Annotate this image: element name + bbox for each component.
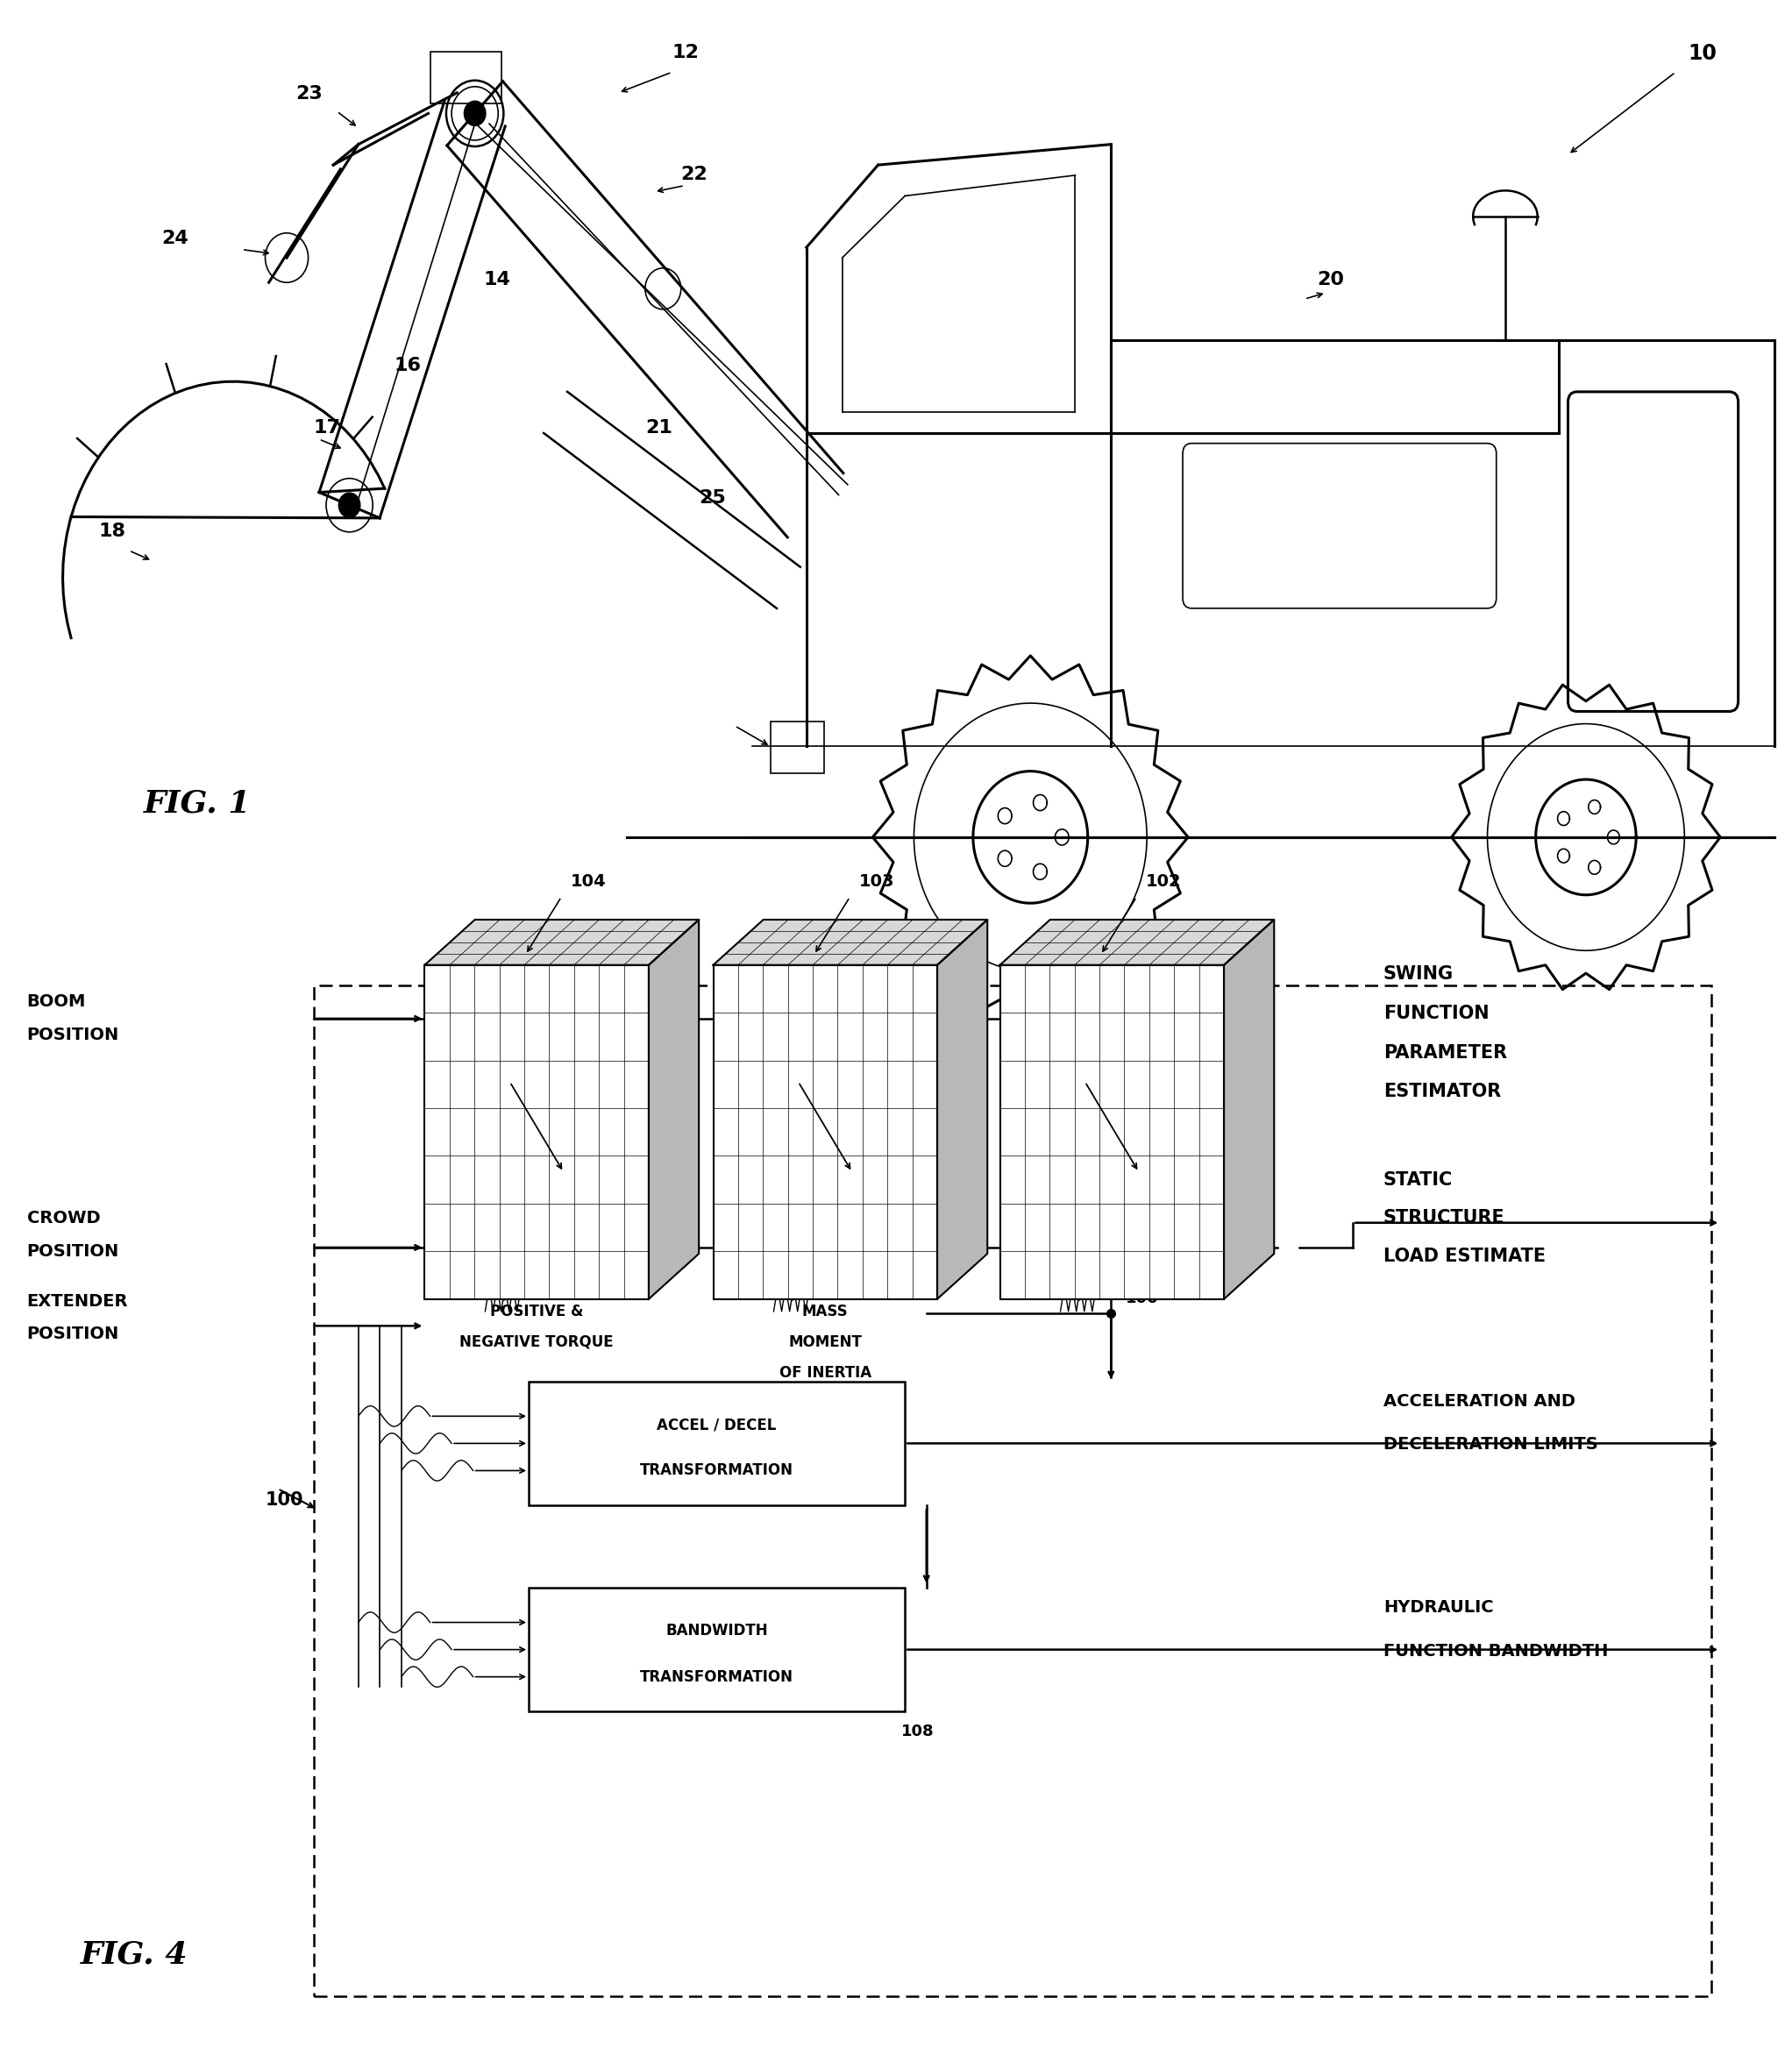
Polygon shape	[425, 920, 699, 965]
Bar	[713, 965, 937, 1299]
Text: TRANSFORMATION: TRANSFORMATION	[640, 1668, 794, 1685]
Text: MASS: MASS	[803, 1303, 848, 1320]
Text: FUNCTION BANDWIDTH: FUNCTION BANDWIDTH	[1383, 1643, 1607, 1660]
Polygon shape	[649, 920, 699, 1299]
Text: FUNCTION: FUNCTION	[1383, 1004, 1489, 1023]
Text: 14: 14	[484, 270, 511, 289]
Text: ESTIMATOR: ESTIMATOR	[1383, 1083, 1502, 1101]
Text: BANDWIDTH: BANDWIDTH	[665, 1623, 769, 1639]
Text: ACCELERATION AND: ACCELERATION AND	[1383, 1394, 1575, 1410]
Text: BOOM: BOOM	[27, 994, 86, 1010]
Text: ACCEL / DECEL: ACCEL / DECEL	[658, 1417, 776, 1433]
Text: HYDRAULIC: HYDRAULIC	[1383, 1600, 1493, 1617]
Text: 17: 17	[314, 419, 340, 437]
Circle shape	[464, 101, 486, 126]
Text: OF INERTIA: OF INERTIA	[780, 1365, 871, 1382]
Circle shape	[339, 493, 360, 518]
Text: STATIC: STATIC	[1383, 1171, 1453, 1190]
Text: 22: 22	[681, 165, 708, 184]
Text: 16: 16	[394, 357, 421, 375]
Text: FIG. 4: FIG. 4	[81, 1940, 188, 1969]
Polygon shape	[713, 920, 987, 965]
Bar	[430, 52, 502, 103]
Text: 12: 12	[672, 43, 699, 62]
Text: 21: 21	[645, 419, 672, 437]
Bar	[425, 965, 649, 1299]
Text: EXTENDER: EXTENDER	[27, 1293, 129, 1309]
Text: 108: 108	[901, 1724, 934, 1740]
Polygon shape	[937, 920, 987, 1299]
Text: STRUCTURE: STRUCTURE	[1383, 1208, 1505, 1227]
Bar	[529, 1588, 905, 1711]
Text: TRANSFORMATION: TRANSFORMATION	[640, 1462, 794, 1478]
Text: 23: 23	[296, 85, 323, 103]
Text: POSITION: POSITION	[27, 1326, 118, 1342]
Text: CROWD: CROWD	[27, 1210, 100, 1227]
Polygon shape	[1000, 920, 1274, 965]
Text: MOMENT: MOMENT	[788, 1334, 862, 1351]
Bar	[1000, 965, 1224, 1299]
Text: FIG. 1: FIG. 1	[143, 790, 251, 819]
Text: POSITIVE &: POSITIVE &	[489, 1303, 584, 1320]
Text: POSITION: POSITION	[27, 1027, 118, 1043]
Text: 24: 24	[161, 229, 188, 247]
Text: 103: 103	[858, 874, 894, 891]
Text: 20: 20	[1317, 270, 1344, 289]
Text: NEGATIVE TORQUE: NEGATIVE TORQUE	[461, 1334, 613, 1351]
Text: 100: 100	[265, 1491, 303, 1509]
Bar	[771, 722, 824, 773]
Text: POSITION: POSITION	[27, 1243, 118, 1260]
Bar	[529, 1382, 905, 1505]
Text: PARAMETER: PARAMETER	[1383, 1043, 1507, 1062]
Text: LOAD ESTIMATE: LOAD ESTIMATE	[1383, 1248, 1546, 1266]
Text: DECELERATION LIMITS: DECELERATION LIMITS	[1383, 1437, 1598, 1454]
Text: 104: 104	[570, 874, 606, 891]
Text: 106: 106	[1125, 1291, 1158, 1307]
Text: 25: 25	[699, 489, 726, 507]
Polygon shape	[1224, 920, 1274, 1299]
Text: 10: 10	[1688, 43, 1717, 64]
Text: SWING: SWING	[1383, 965, 1453, 984]
Text: 18: 18	[99, 522, 125, 540]
Bar	[314, 986, 1711, 1996]
Text: 102: 102	[1145, 874, 1181, 891]
